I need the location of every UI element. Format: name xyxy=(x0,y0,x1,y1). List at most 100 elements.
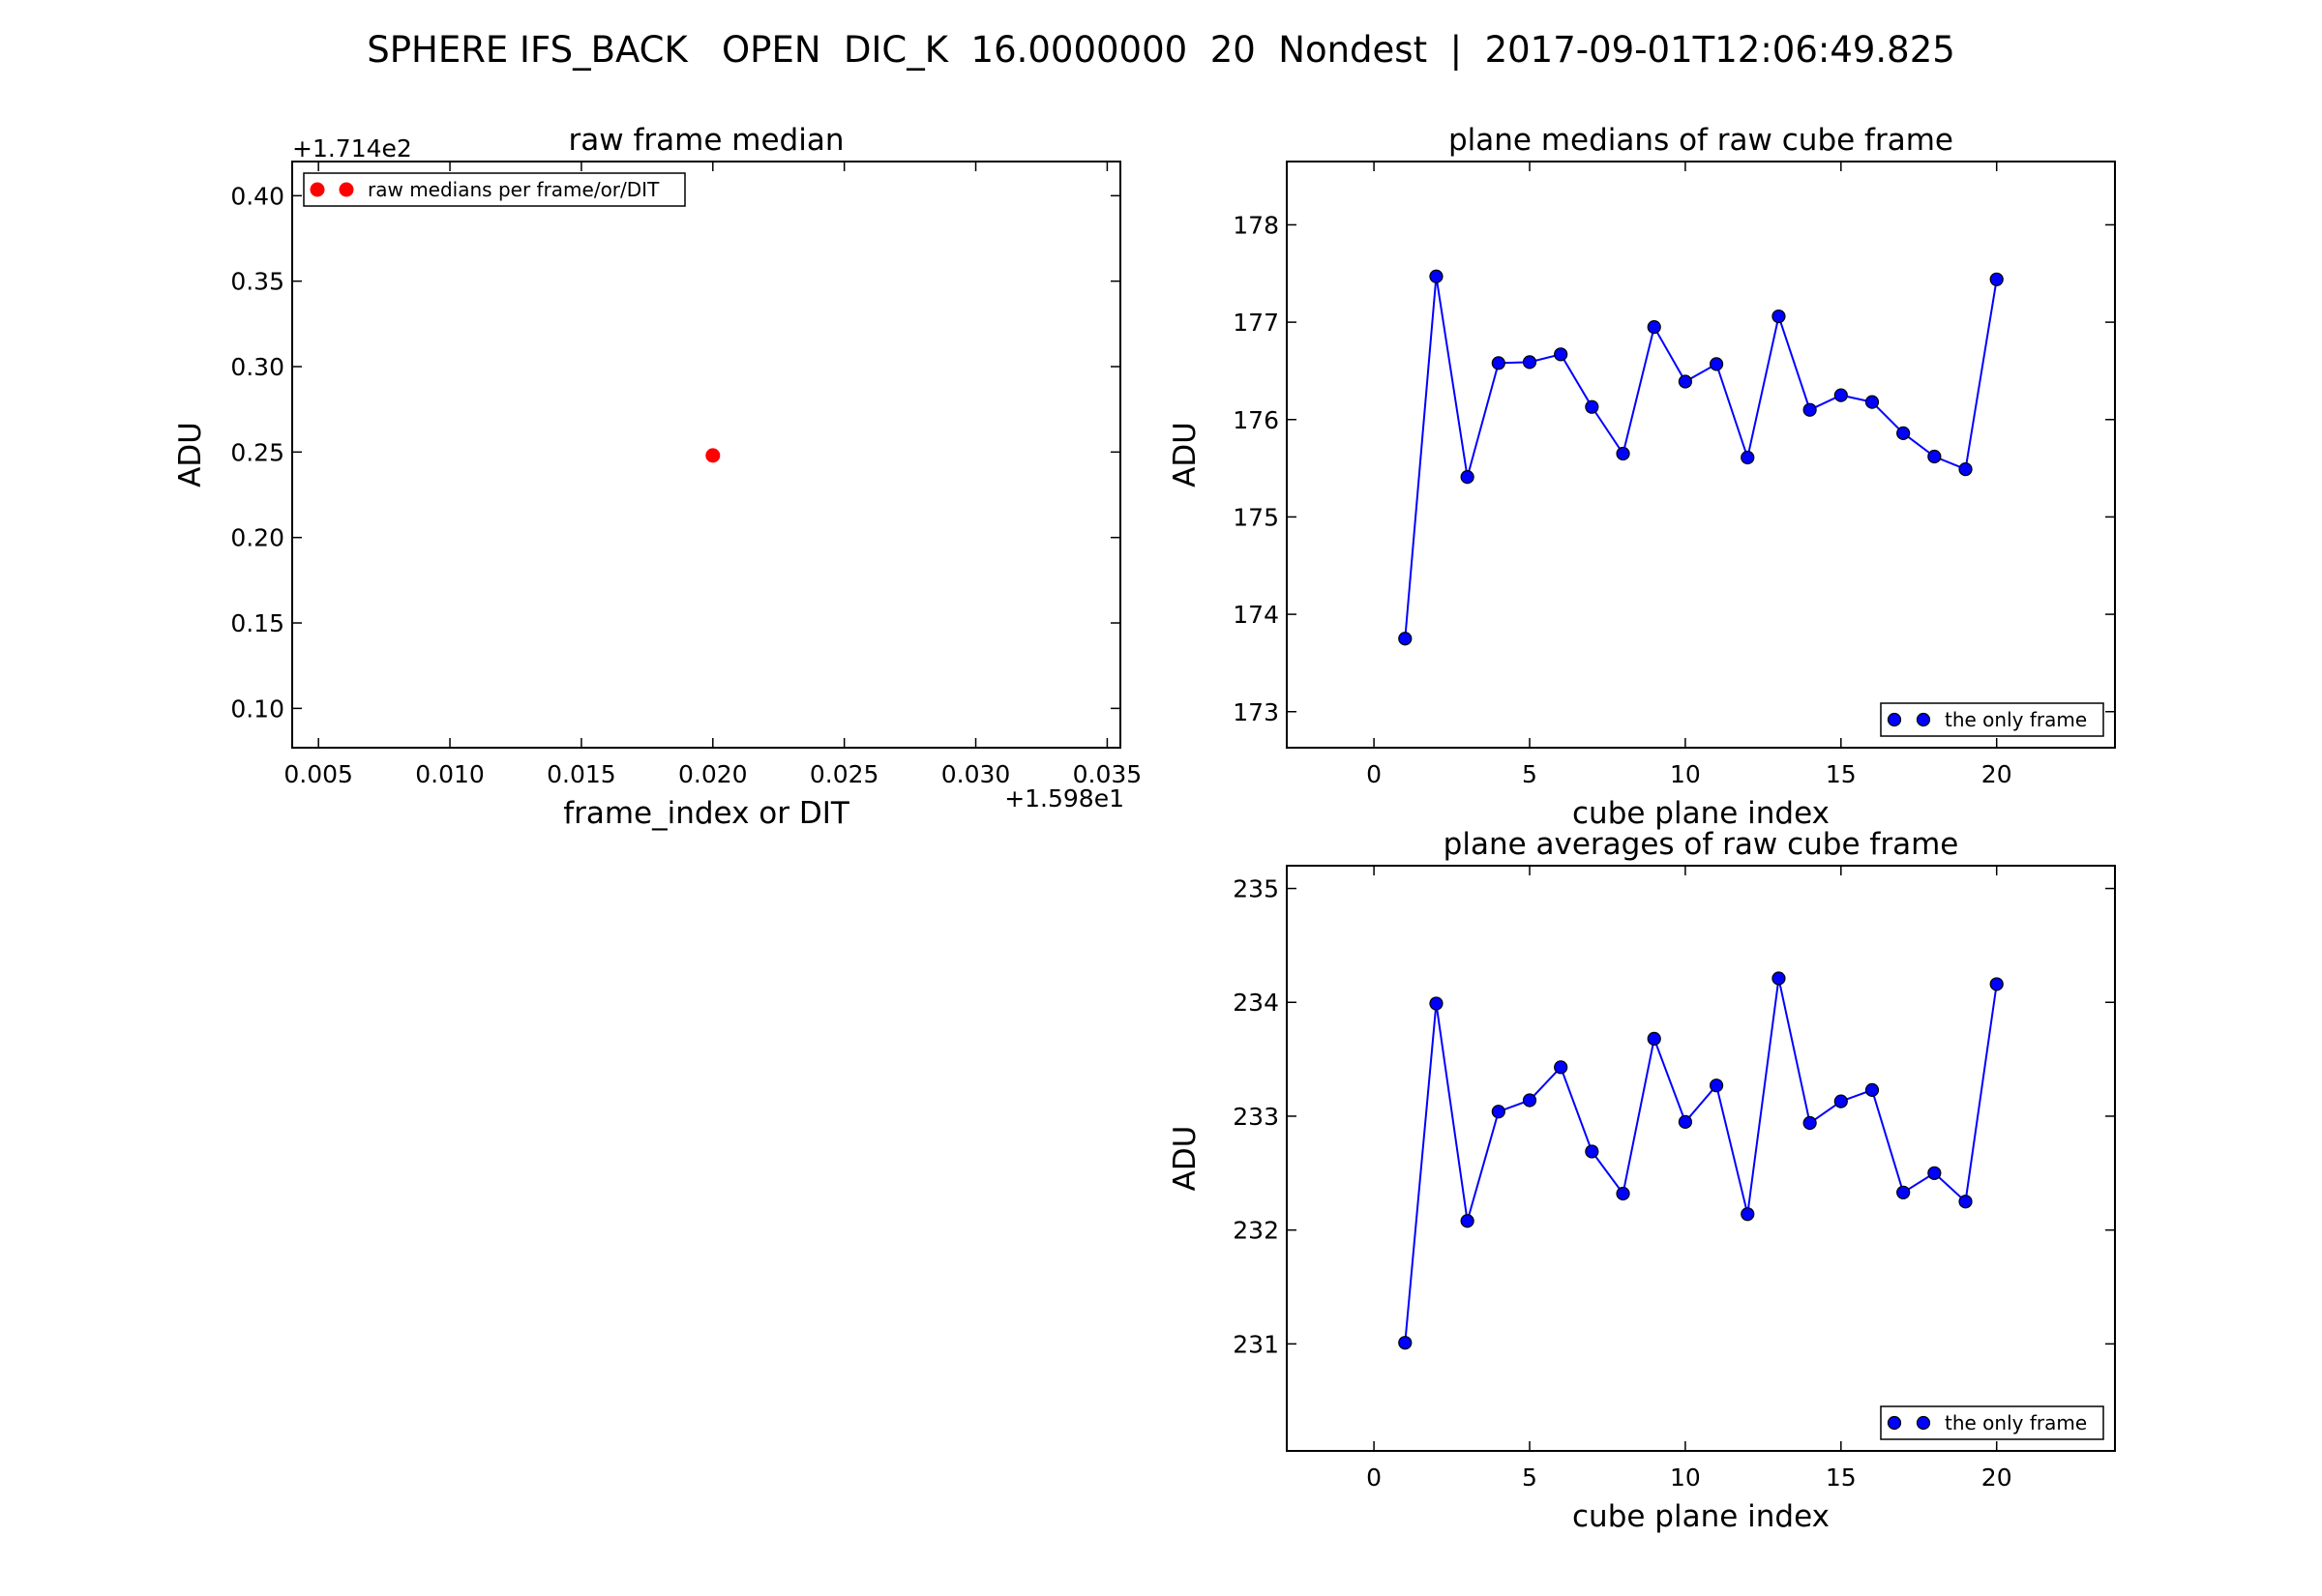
x-tick-label: 0.020 xyxy=(678,760,748,788)
x-tick-label: 5 xyxy=(1522,760,1537,788)
legend: the only frame xyxy=(1880,1405,2104,1440)
data-point xyxy=(1460,1214,1474,1228)
data-point xyxy=(1616,446,1630,461)
y-axis-label: ADU xyxy=(173,422,208,488)
data-point xyxy=(1647,320,1661,335)
data-point xyxy=(1771,971,1786,986)
series-0 xyxy=(1398,269,2004,646)
data-point xyxy=(1554,1060,1568,1075)
y-tick-label: 234 xyxy=(1233,989,1279,1017)
y-tick-label: 174 xyxy=(1233,601,1279,629)
legend-label: raw medians per frame/or/DIT xyxy=(368,178,660,201)
data-point xyxy=(1802,402,1817,417)
data-point xyxy=(1398,1336,1413,1350)
y-tick-label: 0.35 xyxy=(230,268,284,296)
x-tick-label: 5 xyxy=(1522,1463,1537,1492)
data-point xyxy=(1896,1185,1911,1199)
x-tick-label: 15 xyxy=(1826,1463,1857,1492)
figure-title: SPHERE IFS_BACK OPEN DIC_K 16.0000000 20… xyxy=(367,29,1955,71)
x-tick-label: 10 xyxy=(1670,1463,1701,1492)
y-tick-label: 177 xyxy=(1233,309,1279,337)
y-axis-label: ADU xyxy=(1168,422,1203,488)
data-point xyxy=(1585,1144,1599,1159)
legend-marker xyxy=(339,182,354,197)
data-point xyxy=(1460,470,1474,485)
legend-marker xyxy=(1887,712,1902,727)
data-point xyxy=(1491,1105,1505,1119)
x-tick-label: 0.030 xyxy=(941,760,1011,788)
data-point xyxy=(1771,309,1786,324)
y-tick-label: 235 xyxy=(1233,875,1279,903)
data-point xyxy=(1833,1094,1848,1108)
data-point xyxy=(1958,461,1973,477)
chart-raw-median: raw frame median 0.005 0.010 0.015 0.020 0.02… xyxy=(173,123,1142,831)
data-point xyxy=(1896,426,1911,440)
y-tick-label: 0.30 xyxy=(230,353,284,381)
plot-frame xyxy=(1286,161,2116,749)
y-tick-label: 233 xyxy=(1233,1103,1279,1131)
data-point xyxy=(1927,449,1942,464)
x-tick-label: 20 xyxy=(1981,760,2012,788)
data-point xyxy=(1398,632,1413,646)
chart-plane-medians: plane medians of raw cube frame 0 5 10 15 20 1… xyxy=(1168,123,2116,831)
plot-frame xyxy=(291,161,1121,749)
x-tick-label: 0 xyxy=(1366,1463,1382,1492)
y-tick-label: 0.10 xyxy=(230,695,284,723)
data-point xyxy=(705,448,721,463)
data-point xyxy=(1802,1115,1817,1131)
legend-marker xyxy=(1916,712,1931,727)
data-point xyxy=(1647,1031,1661,1047)
x-tick-label: 10 xyxy=(1670,760,1701,788)
data-point xyxy=(1585,399,1599,414)
series-0 xyxy=(705,448,721,463)
data-point xyxy=(1989,272,2004,286)
data-point xyxy=(1833,388,1848,402)
plot-frame xyxy=(1286,865,2116,1452)
chart-title: raw frame median xyxy=(569,123,845,158)
chart-title: plane medians of raw cube frame xyxy=(1448,123,1953,158)
x-tick-label: 0.035 xyxy=(1073,760,1143,788)
data-point xyxy=(1989,977,2004,991)
y-tick-label: 0.25 xyxy=(230,438,284,466)
data-point xyxy=(1429,269,1444,283)
legend-box xyxy=(303,172,686,207)
x-tick-label: 0.010 xyxy=(415,760,485,788)
legend: raw medians per frame/or/DIT xyxy=(303,172,686,207)
x-tick-label: 0 xyxy=(1366,760,1382,788)
data-point xyxy=(1678,1114,1693,1129)
x-tick-label: 20 xyxy=(1981,1463,2012,1492)
series-0 xyxy=(1398,971,2004,1350)
y-tick-label: 175 xyxy=(1233,503,1279,531)
data-point xyxy=(1678,374,1693,389)
data-point xyxy=(1864,395,1880,409)
y-offset-label: +1.714e2 xyxy=(292,134,412,163)
y-tick-label: 231 xyxy=(1233,1330,1279,1358)
legend: the only frame xyxy=(1880,702,2104,737)
x-tick-label: 0.015 xyxy=(547,760,616,788)
data-point xyxy=(1616,1186,1630,1201)
y-tick-label: 178 xyxy=(1233,211,1279,239)
y-tick-label: 232 xyxy=(1233,1217,1279,1245)
data-point xyxy=(1522,355,1537,369)
chart-title: plane averages of raw cube frame xyxy=(1444,827,1959,862)
x-tick-label: 0.025 xyxy=(810,760,879,788)
y-tick-label: 0.20 xyxy=(230,524,284,552)
x-axis-label: cube plane index xyxy=(1572,1499,1830,1534)
x-offset-label: +1.598e1 xyxy=(1004,784,1124,813)
data-point xyxy=(1429,996,1444,1011)
data-point xyxy=(1741,1207,1755,1222)
chart-plane-averages: plane averages of raw cube frame 0 5 10 15 20… xyxy=(1168,827,2116,1534)
y-tick-label: 0.40 xyxy=(230,182,284,210)
legend-marker xyxy=(1916,1415,1931,1431)
data-point xyxy=(1709,357,1724,371)
y-tick-label: 176 xyxy=(1233,406,1279,434)
legend-marker xyxy=(1887,1415,1902,1431)
data-point xyxy=(1709,1079,1724,1093)
data-point xyxy=(1958,1195,1973,1209)
data-point xyxy=(1864,1082,1880,1097)
x-axis-label: frame_index or DIT xyxy=(563,796,850,831)
data-point xyxy=(1927,1166,1942,1180)
x-tick-label: 15 xyxy=(1826,760,1857,788)
